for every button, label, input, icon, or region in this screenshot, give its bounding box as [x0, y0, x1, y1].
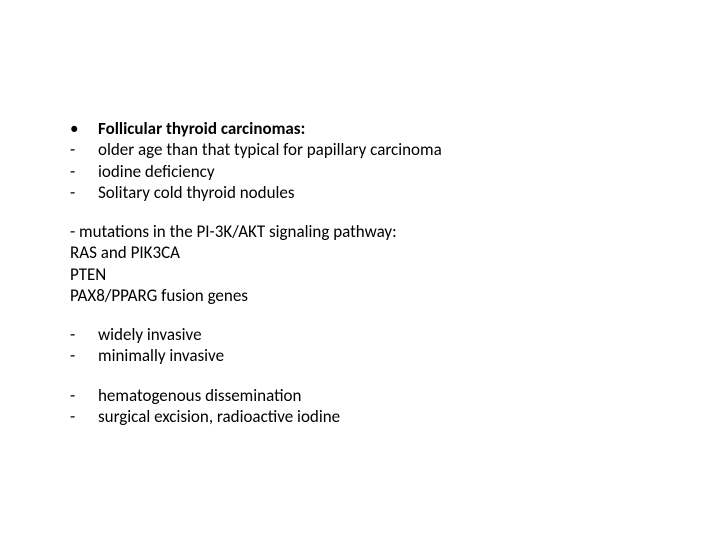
dash-marker: - — [70, 139, 98, 160]
list-item-text: Solitary cold thyroid nodules — [98, 182, 680, 203]
plain-line: PAX8/PPARG fusion genes — [70, 285, 680, 306]
list-item-text: iodine deficiency — [98, 161, 680, 182]
bullet-marker: • — [70, 118, 98, 139]
list-item: - older age than that typical for papill… — [70, 139, 680, 160]
block-intro: • Follicular thyroid carcinomas: - older… — [70, 118, 680, 203]
list-item-text: hematogenous dissemination — [98, 385, 680, 406]
dash-marker: - — [70, 324, 98, 345]
dash-marker: - — [70, 161, 98, 182]
list-item: - surgical excision, radioactive iodine — [70, 406, 680, 427]
plain-line: RAS and PIK3CA — [70, 242, 680, 263]
block-invasive: - widely invasive - minimally invasive — [70, 324, 680, 367]
dash-marker: - — [70, 182, 98, 203]
block-mutations: - mutations in the PI-3K/AKT signaling p… — [70, 221, 680, 306]
list-item-text: widely invasive — [98, 324, 680, 345]
list-item-text: older age than that typical for papillar… — [98, 139, 680, 160]
list-item: - widely invasive — [70, 324, 680, 345]
plain-line: PTEN — [70, 264, 680, 285]
list-item: - hematogenous dissemination — [70, 385, 680, 406]
list-item: - minimally invasive — [70, 345, 680, 366]
list-item-text: Follicular thyroid carcinomas: — [98, 118, 680, 139]
block-treatment: - hematogenous dissemination - surgical … — [70, 385, 680, 428]
list-item-text: surgical excision, radioactive iodine — [98, 406, 680, 427]
list-item: - Solitary cold thyroid nodules — [70, 182, 680, 203]
dash-marker: - — [70, 345, 98, 366]
list-item: • Follicular thyroid carcinomas: — [70, 118, 680, 139]
slide: • Follicular thyroid carcinomas: - older… — [0, 0, 720, 540]
dash-marker: - — [70, 406, 98, 427]
list-item: - iodine deficiency — [70, 161, 680, 182]
dash-marker: - — [70, 385, 98, 406]
list-item-text: minimally invasive — [98, 345, 680, 366]
plain-line: - mutations in the PI-3K/AKT signaling p… — [70, 221, 680, 242]
